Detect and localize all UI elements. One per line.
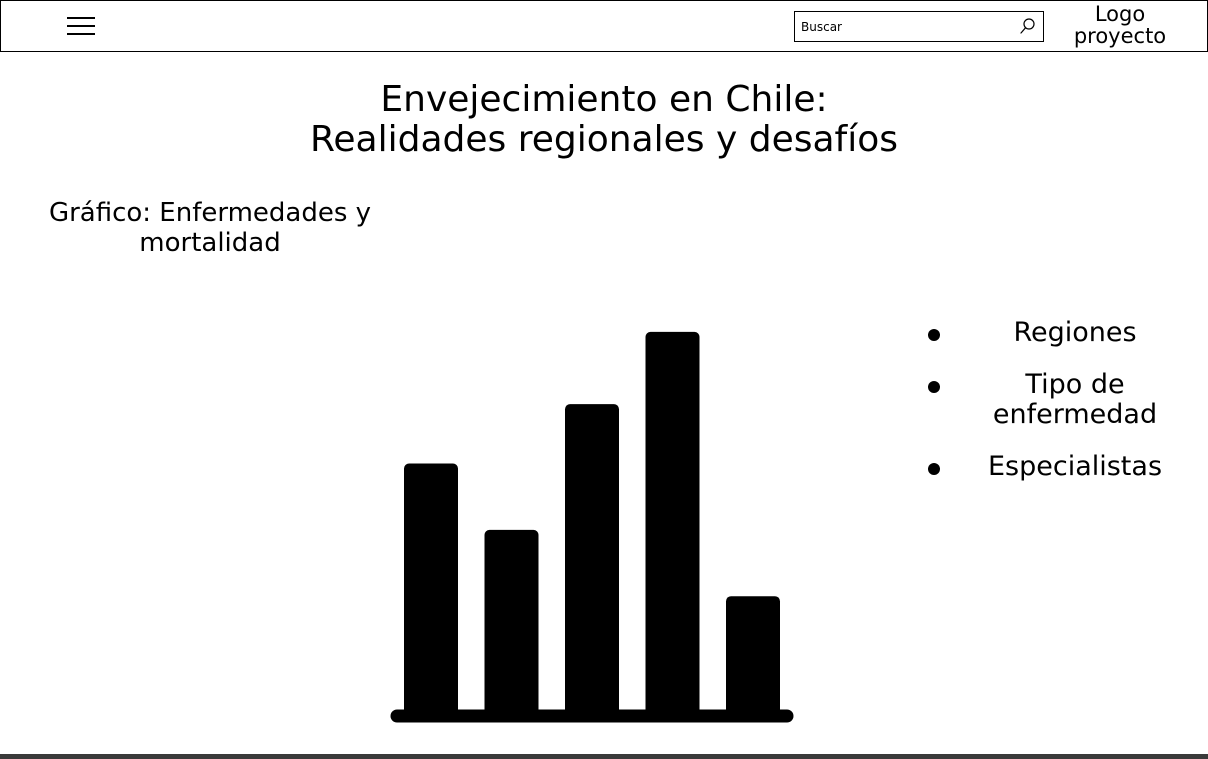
bullet-icon	[928, 329, 940, 341]
option-label-line-1: Tipo de	[1025, 369, 1125, 400]
menu-line	[67, 25, 95, 27]
option-label: Especialistas	[987, 451, 1163, 482]
option-regiones[interactable]: Regiones	[920, 318, 1190, 348]
page-title-line-1: Envejecimiento en Chile:	[380, 79, 828, 120]
search-input[interactable]	[801, 16, 1011, 37]
page-title-line-2: Realidades regionales y desafíos	[309, 119, 898, 160]
logo-line-2: proyecto	[1073, 24, 1167, 48]
bullet-icon	[928, 381, 940, 393]
chart-bar	[404, 463, 458, 720]
chart-bar	[645, 331, 700, 720]
chart-section-title: Gráfico: Enfermedades y mortalidad	[10, 198, 410, 258]
page-title: Envejecimiento en Chile: Realidades regi…	[0, 80, 1208, 160]
bottom-bar	[0, 754, 1208, 759]
option-label-line-2: enfermedad	[992, 399, 1158, 430]
search-icon[interactable]	[1019, 17, 1037, 37]
logo-line-1: Logo	[1094, 2, 1146, 26]
project-logo[interactable]: Logo proyecto	[1056, 3, 1184, 47]
option-label: Regiones	[1013, 317, 1137, 348]
chart-bar	[726, 596, 780, 720]
hamburger-menu-icon[interactable]	[63, 13, 99, 39]
options-list: Regiones Tipo de enfermedad Especialista…	[920, 318, 1190, 504]
option-tipo-de-enfermedad[interactable]: Tipo de enfermedad	[920, 370, 1190, 430]
bullet-icon	[928, 463, 940, 475]
chart-bar	[565, 404, 619, 720]
top-header: Logo proyecto	[0, 0, 1208, 52]
option-especialistas[interactable]: Especialistas	[920, 452, 1190, 482]
section-title-line-1: Gráfico: Enfermedades y	[48, 198, 372, 228]
section-title-line-2: mortalidad	[139, 228, 281, 258]
menu-line	[67, 17, 95, 19]
menu-line	[67, 33, 95, 35]
chart-bar	[484, 529, 539, 720]
search-box	[794, 11, 1044, 42]
bar-chart-icon	[390, 331, 794, 723]
